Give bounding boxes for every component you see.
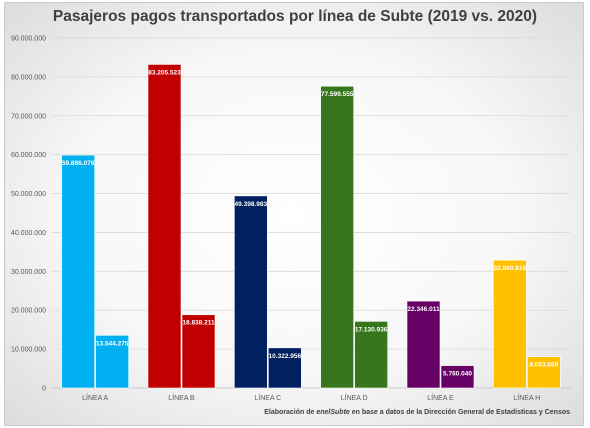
y-tick-label: 0	[42, 386, 46, 393]
bar	[95, 335, 129, 389]
y-tick-label: 80.000.000	[11, 74, 46, 81]
y-tick-label: 10.000.000	[11, 347, 46, 354]
y-tick-label: 70.000.000	[11, 113, 46, 120]
bar	[493, 259, 527, 389]
data-label: 59.886.076	[62, 160, 95, 167]
category-label: LÍNEA B	[168, 393, 195, 402]
bar	[354, 321, 388, 389]
data-label: 13.544.275	[96, 340, 129, 347]
note-brand: enelSubte	[316, 409, 350, 416]
bar	[234, 195, 268, 389]
y-tick-label: 90.000.000	[11, 36, 46, 43]
bar	[61, 154, 95, 389]
data-label: 22.346.011	[407, 306, 440, 313]
y-tick-label: 60.000.000	[11, 152, 46, 159]
bar	[268, 347, 302, 389]
category-label: LÍNEA D	[341, 393, 368, 402]
bar	[147, 64, 182, 389]
bar	[406, 300, 441, 389]
category-label: LÍNEA H	[513, 393, 540, 402]
bar	[440, 365, 475, 389]
y-tick-label: 40.000.000	[11, 230, 46, 237]
category-label: LÍNEA C	[254, 393, 281, 402]
chart-title: Pasajeros pagos transportados por línea …	[52, 8, 538, 25]
bar	[320, 85, 354, 389]
y-tick-label: 50.000.000	[11, 191, 46, 198]
note-suffix: en base a datos de la Dirección General …	[349, 409, 570, 416]
gridlines	[52, 37, 570, 389]
x-axis-categories: LÍNEA A LÍNEA B LÍNEA C LÍNEA D LÍNEA E LÍNEA…	[82, 393, 540, 402]
data-labels: 59.886.076 13.544.275 83.205.523 18.838.211…	[62, 69, 559, 377]
data-label: 49.398.983	[235, 201, 268, 208]
data-label: 17.130.936	[355, 326, 388, 333]
source-note: Elaboración de enelSubte en base a datos…	[264, 409, 570, 416]
bar	[181, 314, 216, 389]
data-label: 10.322.956	[269, 353, 302, 360]
note-prefix: Elaboración de	[264, 409, 317, 416]
y-axis-ticks: 0 10.000.000 20.000.000 30.000.000 40.000.00…	[11, 36, 46, 393]
bars	[61, 64, 561, 389]
bar	[527, 356, 561, 389]
category-label: LÍNEA E	[427, 393, 454, 402]
data-label: 83.205.523	[148, 69, 181, 76]
data-label: 18.838.211	[182, 320, 215, 327]
data-label: 77.599.555	[321, 91, 354, 98]
category-label: LÍNEA A	[82, 393, 108, 402]
data-label: 5.760.040	[443, 371, 472, 378]
y-tick-label: 20.000.000	[11, 308, 46, 315]
data-label: 8.053.659	[529, 362, 558, 369]
data-label: 32.860.816	[494, 265, 527, 272]
y-tick-label: 30.000.000	[11, 269, 46, 276]
